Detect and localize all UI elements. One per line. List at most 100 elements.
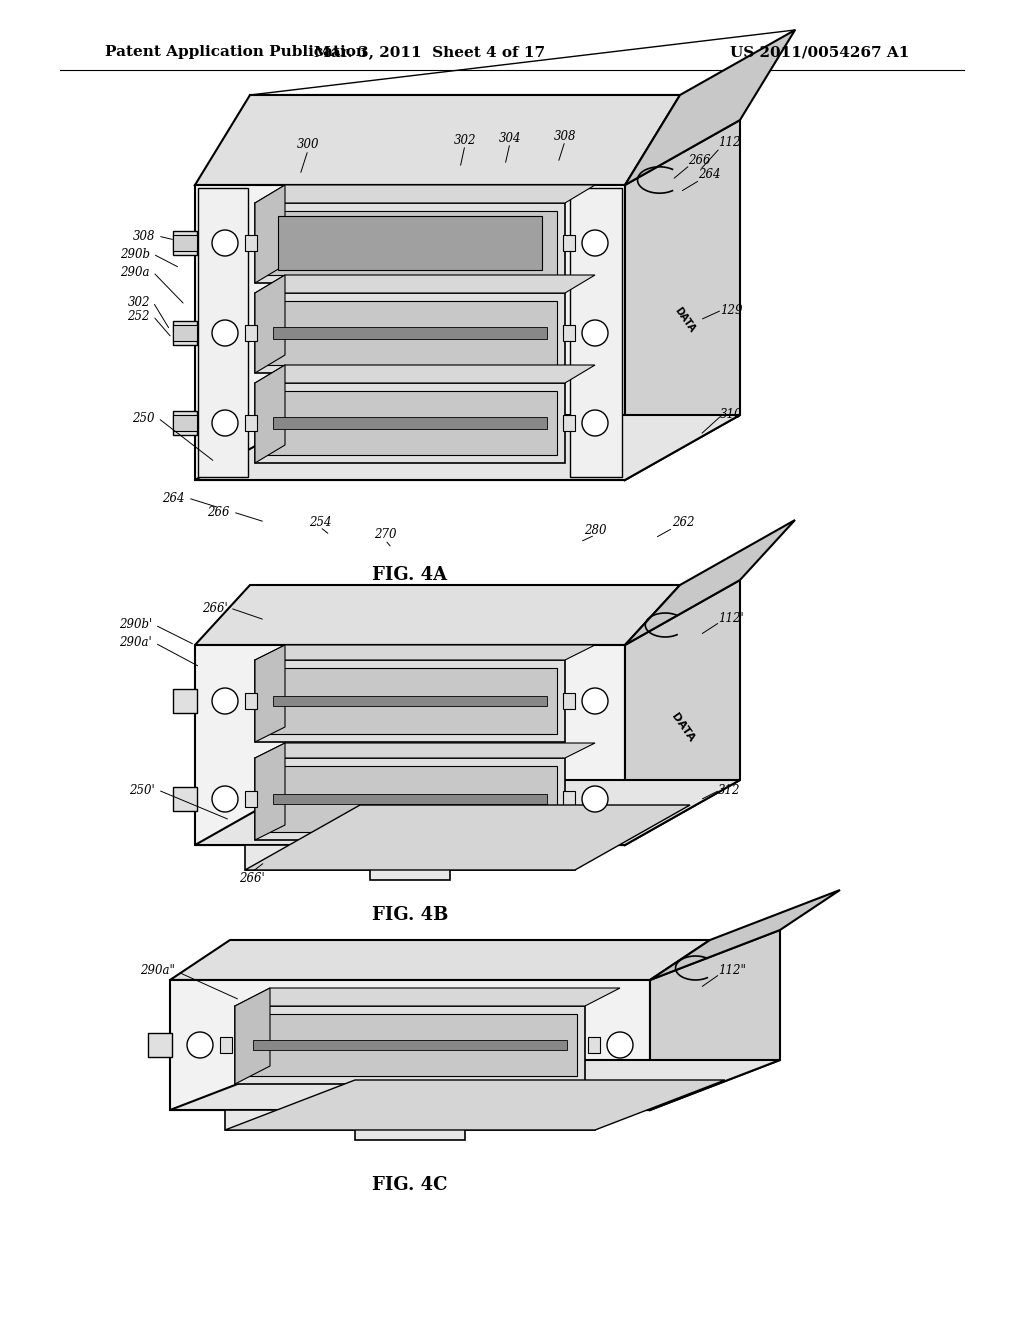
Circle shape — [212, 688, 238, 714]
Polygon shape — [255, 275, 285, 374]
Polygon shape — [255, 743, 285, 840]
Text: 290a': 290a' — [119, 636, 152, 649]
Bar — [255, 203, 565, 282]
Text: 266: 266 — [208, 506, 230, 519]
Polygon shape — [195, 414, 740, 480]
Polygon shape — [195, 185, 625, 480]
Bar — [563, 414, 575, 432]
Polygon shape — [625, 520, 795, 645]
Circle shape — [212, 319, 238, 346]
Text: 290a: 290a — [121, 265, 150, 279]
Bar — [255, 293, 565, 374]
Polygon shape — [255, 185, 595, 203]
Text: 129: 129 — [720, 304, 742, 317]
Circle shape — [582, 785, 608, 812]
Polygon shape — [245, 805, 690, 870]
Polygon shape — [255, 645, 595, 660]
Bar — [173, 325, 197, 341]
Polygon shape — [255, 645, 285, 742]
Circle shape — [212, 785, 238, 812]
Text: 290a": 290a" — [140, 964, 175, 977]
Bar — [588, 1038, 600, 1053]
Polygon shape — [170, 979, 650, 1110]
Polygon shape — [195, 95, 680, 185]
Polygon shape — [195, 645, 625, 845]
Bar — [234, 1006, 585, 1084]
Bar — [255, 758, 565, 840]
Text: 302: 302 — [128, 296, 150, 309]
Bar — [570, 187, 622, 477]
Circle shape — [607, 1032, 633, 1059]
Text: 290b: 290b — [120, 248, 150, 260]
Bar — [563, 693, 575, 709]
Text: Mar. 3, 2011  Sheet 4 of 17: Mar. 3, 2011 Sheet 4 of 17 — [314, 45, 546, 59]
Polygon shape — [195, 780, 740, 845]
Text: 308: 308 — [132, 230, 155, 243]
Circle shape — [582, 319, 608, 346]
Polygon shape — [255, 743, 595, 758]
Polygon shape — [650, 931, 780, 1110]
Text: 250: 250 — [132, 412, 155, 425]
Bar — [263, 391, 557, 455]
Bar — [255, 383, 565, 463]
Bar — [273, 417, 547, 429]
Polygon shape — [255, 275, 595, 293]
Text: 266: 266 — [688, 153, 711, 166]
Bar — [173, 411, 197, 436]
Circle shape — [582, 411, 608, 436]
Text: 250': 250' — [129, 784, 155, 796]
Bar — [243, 1014, 577, 1076]
Text: Patent Application Publication: Patent Application Publication — [105, 45, 367, 59]
Polygon shape — [225, 1110, 595, 1140]
Polygon shape — [245, 845, 575, 880]
Text: 312: 312 — [718, 784, 740, 796]
Polygon shape — [195, 585, 680, 645]
Polygon shape — [255, 366, 285, 463]
Text: 308: 308 — [554, 129, 577, 143]
Text: 112: 112 — [718, 136, 740, 149]
Text: FIG. 4C: FIG. 4C — [373, 1176, 447, 1195]
Circle shape — [212, 230, 238, 256]
Circle shape — [582, 230, 608, 256]
Bar — [263, 211, 557, 275]
Bar — [173, 689, 197, 713]
Bar — [173, 414, 197, 432]
Text: 262: 262 — [672, 516, 694, 528]
Bar — [173, 231, 197, 255]
Bar — [255, 660, 565, 742]
Bar — [173, 787, 197, 810]
Bar — [245, 325, 257, 341]
Text: 300: 300 — [297, 139, 319, 152]
Text: 264: 264 — [698, 169, 721, 181]
Polygon shape — [255, 185, 285, 282]
Polygon shape — [625, 30, 795, 185]
Circle shape — [582, 688, 608, 714]
Bar — [563, 325, 575, 341]
Polygon shape — [255, 366, 595, 383]
Text: 290b': 290b' — [119, 619, 152, 631]
Polygon shape — [170, 940, 710, 979]
Text: 310: 310 — [720, 408, 742, 421]
Text: DATA: DATA — [673, 305, 697, 334]
Bar — [253, 1040, 567, 1049]
Bar — [173, 321, 197, 345]
Bar — [198, 187, 248, 477]
Text: US 2011/0054267 A1: US 2011/0054267 A1 — [730, 45, 909, 59]
Bar — [245, 414, 257, 432]
Bar — [220, 1038, 232, 1053]
Bar — [263, 668, 557, 734]
Text: 252: 252 — [128, 309, 150, 322]
Text: 254: 254 — [309, 516, 331, 528]
Text: 280: 280 — [584, 524, 606, 536]
Bar — [278, 216, 542, 271]
Polygon shape — [625, 120, 740, 480]
Bar — [173, 235, 197, 251]
Polygon shape — [234, 987, 620, 1006]
Polygon shape — [170, 1060, 780, 1110]
Bar — [245, 693, 257, 709]
Text: DATA: DATA — [669, 711, 696, 743]
Text: 270: 270 — [374, 528, 396, 541]
Bar — [245, 235, 257, 251]
Text: 302: 302 — [454, 133, 476, 147]
Bar — [273, 696, 547, 706]
